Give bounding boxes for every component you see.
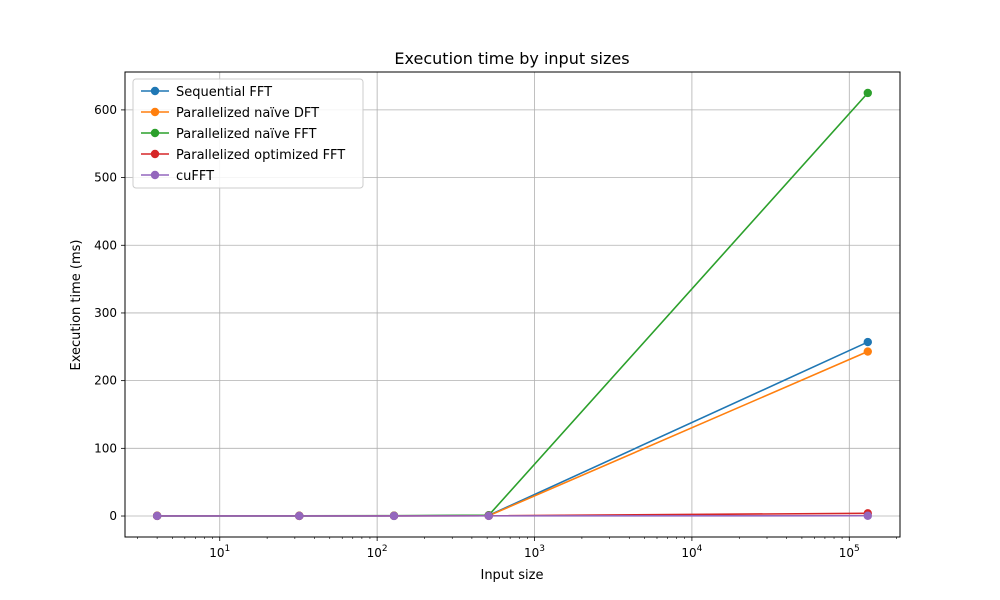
legend-label: Parallelized optimized FFT: [176, 148, 345, 163]
legend-label: Parallelized naïve DFT: [176, 106, 319, 121]
series-layer: [152, 88, 872, 521]
data-point: [863, 511, 872, 520]
legend-label: Sequential FFT: [176, 85, 272, 100]
data-point: [863, 337, 872, 347]
legend-swatch-marker: [150, 107, 160, 117]
series-line: [157, 350, 869, 517]
series-2: [152, 347, 872, 521]
plot-area-frame: [124, 71, 901, 538]
series-1: [152, 337, 872, 521]
legend-swatch-marker: [150, 128, 160, 138]
x-tick-label: 101: [209, 544, 230, 560]
data-point: [484, 511, 493, 521]
legend-swatch-marker: [150, 170, 160, 180]
y-axis-label: Execution time (ms): [69, 239, 84, 370]
y-axis-ticks: 0 100 200 300 400 500 600: [94, 103, 125, 523]
legend-label: Parallelized naïve FFT: [176, 127, 317, 142]
legend-swatch-marker: [150, 149, 160, 159]
legend-item: Parallelized naïve FFT: [141, 127, 317, 142]
data-point: [863, 88, 872, 98]
series-5: [152, 511, 872, 521]
y-tick-label: 100: [94, 441, 117, 455]
x-tick-label: 105: [839, 544, 860, 560]
series-4: [152, 509, 872, 521]
y-tick-label: 200: [94, 374, 117, 388]
x-tick-label: 103: [524, 544, 545, 560]
x-tick-label: 104: [681, 544, 702, 560]
legend-item: Parallelized naïve DFT: [141, 106, 319, 121]
legend-item: Sequential FFT: [141, 85, 272, 100]
x-axis-label: Input size: [480, 568, 543, 583]
legend: Sequential FFT Parallelized naïve DFT Para…: [132, 78, 364, 189]
y-tick-label: 400: [94, 238, 117, 252]
x-tick-label: 102: [367, 544, 388, 560]
data-point: [863, 347, 872, 356]
legend-item: cuFFT: [141, 169, 214, 184]
legend-item: Parallelized optimized FFT: [141, 148, 345, 163]
data-point: [152, 511, 162, 521]
y-tick-label: 600: [94, 103, 117, 117]
y-tick-label: 0: [109, 509, 117, 523]
legend-label: cuFFT: [176, 169, 214, 184]
legend-frame: [132, 78, 364, 189]
data-point: [295, 511, 304, 521]
y-tick-label: 500: [94, 171, 117, 185]
chart-title: Execution time by input sizes: [394, 49, 629, 68]
legend-swatch-marker: [150, 86, 160, 96]
y-tick-label: 300: [94, 306, 117, 320]
x-axis-ticks: 101 102 103 104 105: [137, 537, 897, 560]
data-point: [389, 511, 399, 521]
